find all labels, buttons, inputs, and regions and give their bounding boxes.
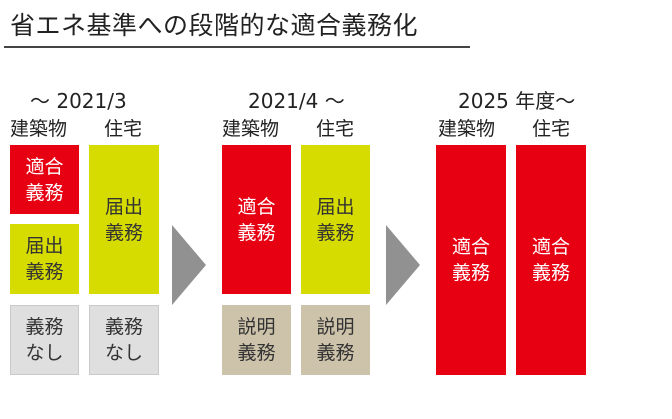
box-text-line: 義務 <box>237 221 276 244</box>
box-text-line: 説明 <box>237 316 276 338</box>
box-text-line: 義務 <box>316 342 355 364</box>
phase1-building-notification-box: 届出 義務 <box>10 224 79 294</box>
box-text-line: 届出 <box>25 235 64 257</box>
box-text-line: 義務 <box>104 316 143 338</box>
diagram-title: 省エネ基準への段階的な適合義務化 <box>10 11 419 40</box>
box-text-line: 適合 <box>237 195 276 218</box>
phase3-house-compliance-box: 適合 義務 <box>516 145 586 375</box>
box-text-line: 届出 <box>316 195 355 218</box>
phase1-house-label: 住宅 <box>104 118 143 140</box>
box-text-line: 義務 <box>25 181 64 204</box>
box-text-line: 義務 <box>237 342 276 364</box>
box-text-line: 説明 <box>316 316 355 338</box>
phase2-building-label: 建築物 <box>222 118 280 140</box>
phase2-house-explanation-box: 説明 義務 <box>301 305 370 375</box>
phase1-building-compliance-box: 適合 義務 <box>10 145 79 214</box>
phase2-building-explanation-box: 説明 義務 <box>222 305 291 375</box>
phase1-house-notification-box: 届出 義務 <box>89 145 159 294</box>
phase2-house-label: 住宅 <box>316 118 355 140</box>
arrow2-icon <box>386 225 420 305</box>
phase1-building-label: 建築物 <box>10 118 68 140</box>
phase2-building-compliance-box: 適合 義務 <box>222 145 291 294</box>
phase3-building-compliance-box: 適合 義務 <box>436 145 506 375</box>
phase3-building-label: 建築物 <box>438 118 496 140</box>
box-text-line: 適合 <box>25 155 64 178</box>
box-text-line: 義務 <box>25 316 64 338</box>
box-text-line: 届出 <box>104 195 143 218</box>
phase3-period: 2025 年度～ <box>458 89 576 113</box>
title-underline <box>4 46 470 48</box>
phase2-period: 2021/4 ～ <box>248 89 345 113</box>
phase1-period: ～ 2021/3 <box>30 89 127 113</box>
box-text-line: 義務 <box>316 221 355 244</box>
box-text-line: なし <box>104 342 143 364</box>
phase3-house-label: 住宅 <box>532 118 571 140</box>
box-text-line: なし <box>25 342 64 364</box>
phase1-building-none-box: 義務 なし <box>10 305 79 375</box>
box-text-line: 義務 <box>451 262 490 284</box>
phase1-house-none-box: 義務 なし <box>89 305 159 375</box>
box-text-line: 適合 <box>531 236 570 258</box>
box-text-line: 適合 <box>451 236 490 258</box>
arrow1-icon <box>172 225 206 305</box>
box-text-line: 義務 <box>25 261 64 283</box>
box-text-line: 義務 <box>104 221 143 244</box>
box-text-line: 義務 <box>531 262 570 284</box>
phase2-house-notification-box: 届出 義務 <box>301 145 370 294</box>
